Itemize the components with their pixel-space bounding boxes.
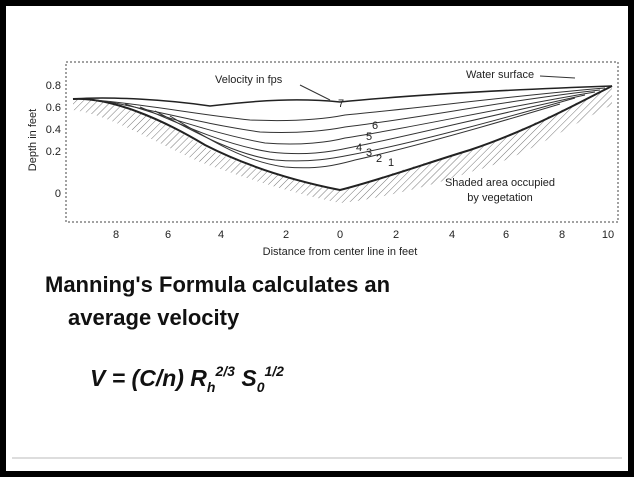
x-tick-label: 8: [559, 229, 565, 241]
background: [0, 0, 634, 477]
annotation: Shaded area occupied: [445, 177, 555, 189]
x-tick-label: 4: [449, 229, 455, 241]
heading: Manning's Formula calculates an: [45, 272, 390, 297]
x-tick-label: 6: [503, 229, 509, 241]
formula-superscript: 1/2: [264, 363, 284, 379]
slide: 7 6 5 4 3 2 1 Velocity in fps Water surf…: [0, 0, 634, 477]
annotation: Water surface: [466, 69, 534, 81]
formula-superscript: 2/3: [214, 363, 235, 379]
y-axis-label: Depth in feet: [27, 109, 39, 171]
contour-label: 3: [366, 147, 372, 159]
x-tick-label: 4: [218, 229, 224, 241]
y-tick-label: 0.4: [46, 124, 61, 136]
x-axis-label: Distance from center line in feet: [263, 246, 418, 258]
contour-label: 6: [372, 120, 378, 132]
y-tick-label: 0.8: [46, 80, 61, 92]
x-tick-label: 6: [165, 229, 171, 241]
formula: V = (C/n) Rh2/3 S01/2: [90, 363, 284, 395]
x-tick-label: 2: [283, 229, 289, 241]
y-tick-label: 0.2: [46, 146, 61, 158]
contour-label: 2: [376, 153, 382, 165]
contour-label: 7: [338, 98, 344, 110]
x-tick-label: 10: [602, 229, 614, 241]
contour-label: 1: [388, 157, 394, 169]
x-tick-label: 0: [337, 229, 343, 241]
y-tick-label: 0.6: [46, 102, 61, 114]
heading: average velocity: [68, 305, 240, 330]
page: 7 6 5 4 3 2 1 Velocity in fps Water surf…: [0, 0, 634, 477]
x-tick-label: 8: [113, 229, 119, 241]
formula-subscript: 0: [257, 379, 265, 395]
formula-subscript: h: [207, 379, 216, 395]
annotation: by vegetation: [467, 192, 532, 204]
contour-label: 5: [366, 131, 372, 143]
formula-text: V = (C/n) R: [90, 365, 207, 391]
x-tick-label: 2: [393, 229, 399, 241]
y-tick-label: 0: [55, 188, 61, 200]
contour-label: 4: [356, 142, 362, 154]
formula-text: S: [235, 365, 257, 391]
annotation: Velocity in fps: [215, 74, 283, 86]
